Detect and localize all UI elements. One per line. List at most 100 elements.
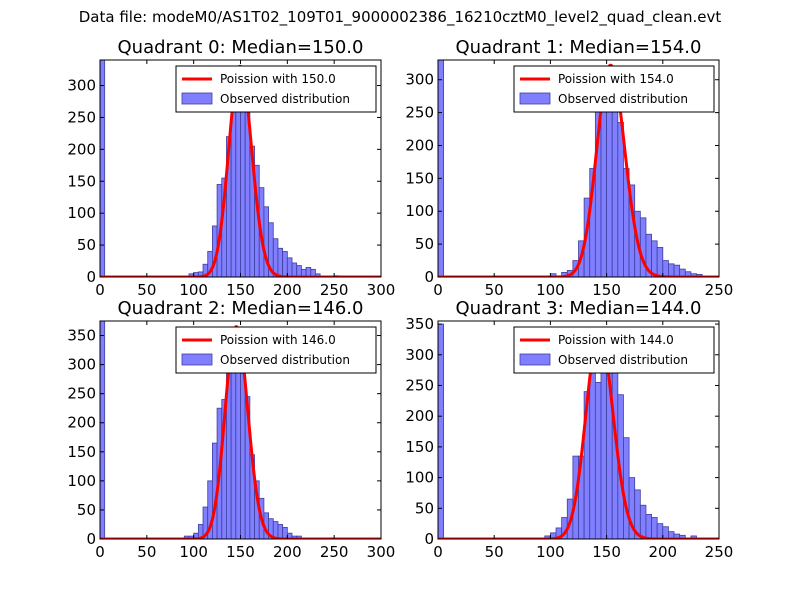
x-tick-label: 0 — [95, 281, 105, 299]
x-tick-label: 50 — [137, 543, 156, 561]
x-tick-label: 100 — [179, 543, 208, 561]
y-tick-label: 350 — [405, 315, 434, 333]
axes-frame — [437, 59, 720, 278]
y-tick-label: 250 — [67, 385, 96, 403]
y-tick-label: 250 — [405, 104, 434, 122]
y-tick-label: 300 — [67, 356, 96, 374]
y-tick-label: 250 — [405, 376, 434, 394]
legend-bar-swatch — [181, 92, 213, 105]
y-tick-label: 200 — [405, 136, 434, 154]
x-tick-label: 200 — [648, 543, 677, 561]
y-tick-label: 200 — [67, 414, 96, 432]
histogram-bar — [623, 437, 630, 539]
x-tick-label: 100 — [179, 281, 208, 299]
x-tick-label: 50 — [485, 543, 504, 561]
histogram-bar — [315, 273, 321, 277]
histogram-bar — [277, 524, 284, 539]
histogram-bar — [611, 92, 619, 277]
y-tick-label: 0 — [424, 530, 434, 548]
x-tick-label: 150 — [226, 281, 255, 299]
poisson-curve — [438, 329, 719, 539]
histogram-bar — [310, 268, 316, 277]
legend-label-poisson: Poission with 144.0 — [558, 333, 674, 347]
y-tick-label: 300 — [67, 77, 96, 95]
y-tick-label: 150 — [405, 438, 434, 456]
histogram-bar — [100, 321, 106, 539]
histogram-bar — [656, 523, 664, 539]
x-tick-label: 250 — [705, 281, 734, 299]
x-tick-label: 200 — [273, 281, 302, 299]
histogram-bar — [668, 263, 675, 277]
legend-bar-swatch — [519, 92, 551, 105]
x-tick-label: 0 — [95, 543, 105, 561]
histogram-bar — [600, 348, 607, 539]
legend: Poission with 146.0 Observed distribution — [175, 326, 377, 374]
histogram-bar — [662, 260, 669, 277]
y-tick-label: 250 — [67, 108, 96, 126]
legend-bar-swatch — [519, 353, 551, 366]
y-tick-label: 0 — [424, 268, 434, 286]
x-tick-label: 250 — [320, 281, 349, 299]
panel-title: Quadrant 1: Median=154.0 — [456, 37, 702, 58]
y-tick-label: 300 — [405, 71, 434, 89]
x-tick-label: 200 — [273, 543, 302, 561]
y-tick-label: 0 — [86, 530, 96, 548]
histogram-bar — [438, 60, 445, 277]
y-tick-label: 50 — [415, 499, 434, 517]
legend-label-observed: Observed distribution — [220, 92, 350, 106]
histogram-bar — [282, 251, 288, 277]
panel-title: Quadrant 3: Median=144.0 — [456, 298, 702, 319]
histogram-bar — [662, 526, 669, 539]
histogram-bar — [272, 238, 279, 277]
histogram-bar — [100, 60, 106, 277]
histogram-bar — [291, 262, 298, 277]
histogram-bar — [645, 514, 652, 539]
panel-title: Quadrant 2: Median=146.0 — [118, 298, 364, 319]
histogram-bar — [235, 370, 241, 539]
legend: Poission with 144.0 Observed distribution — [513, 326, 715, 374]
histogram-bar — [651, 240, 658, 277]
histogram-bar — [639, 504, 647, 539]
histogram-bar — [282, 526, 288, 539]
y-tick-label: 100 — [405, 202, 434, 220]
panel-quadrant-3: 0 50 100 150 200 250 0 50 100 150 200 250 300 350 Quad… — [405, 298, 733, 561]
y-tick-label: 100 — [67, 204, 96, 222]
y-tick-label: 100 — [405, 469, 434, 487]
x-tick-label: 150 — [592, 543, 621, 561]
histogram-bar — [617, 122, 624, 277]
x-tick-label: 300 — [367, 543, 396, 561]
y-tick-label: 50 — [77, 236, 96, 254]
x-tick-label: 0 — [433, 281, 443, 299]
histogram-bar — [296, 265, 302, 277]
x-tick-label: 50 — [137, 281, 156, 299]
y-tick-label: 150 — [405, 169, 434, 187]
panel-quadrant-1: 0 50 100 150 200 250 0 50 100 150 200 250 300 Quadran… — [405, 37, 733, 299]
x-tick-label: 150 — [226, 543, 255, 561]
histogram-bar — [651, 517, 658, 539]
y-tick-label: 0 — [86, 268, 96, 286]
x-tick-label: 300 — [367, 281, 396, 299]
legend-label-observed: Observed distribution — [220, 353, 350, 367]
legend-label-poisson: Poission with 150.0 — [220, 72, 336, 86]
histogram-bar — [438, 323, 445, 539]
histogram-bar — [240, 372, 246, 539]
x-tick-label: 150 — [592, 281, 621, 299]
y-tick-label: 200 — [67, 140, 96, 158]
y-tick-label: 50 — [415, 235, 434, 253]
legend: Poission with 150.0 Observed distribution — [175, 65, 377, 113]
legend-label-observed: Observed distribution — [558, 353, 688, 367]
x-tick-label: 100 — [536, 281, 565, 299]
legend-label-observed: Observed distribution — [558, 92, 688, 106]
y-tick-label: 150 — [67, 172, 96, 190]
x-tick-label: 0 — [433, 543, 443, 561]
y-tick-label: 50 — [77, 501, 96, 519]
x-tick-label: 50 — [485, 281, 504, 299]
y-tick-label: 300 — [405, 346, 434, 364]
legend: Poission with 154.0 Observed distribution — [513, 65, 715, 113]
histogram-bar — [594, 382, 602, 539]
histogram-bar — [656, 247, 664, 277]
y-tick-label: 200 — [405, 407, 434, 425]
legend-bar-swatch — [181, 353, 213, 366]
x-tick-label: 250 — [705, 543, 734, 561]
